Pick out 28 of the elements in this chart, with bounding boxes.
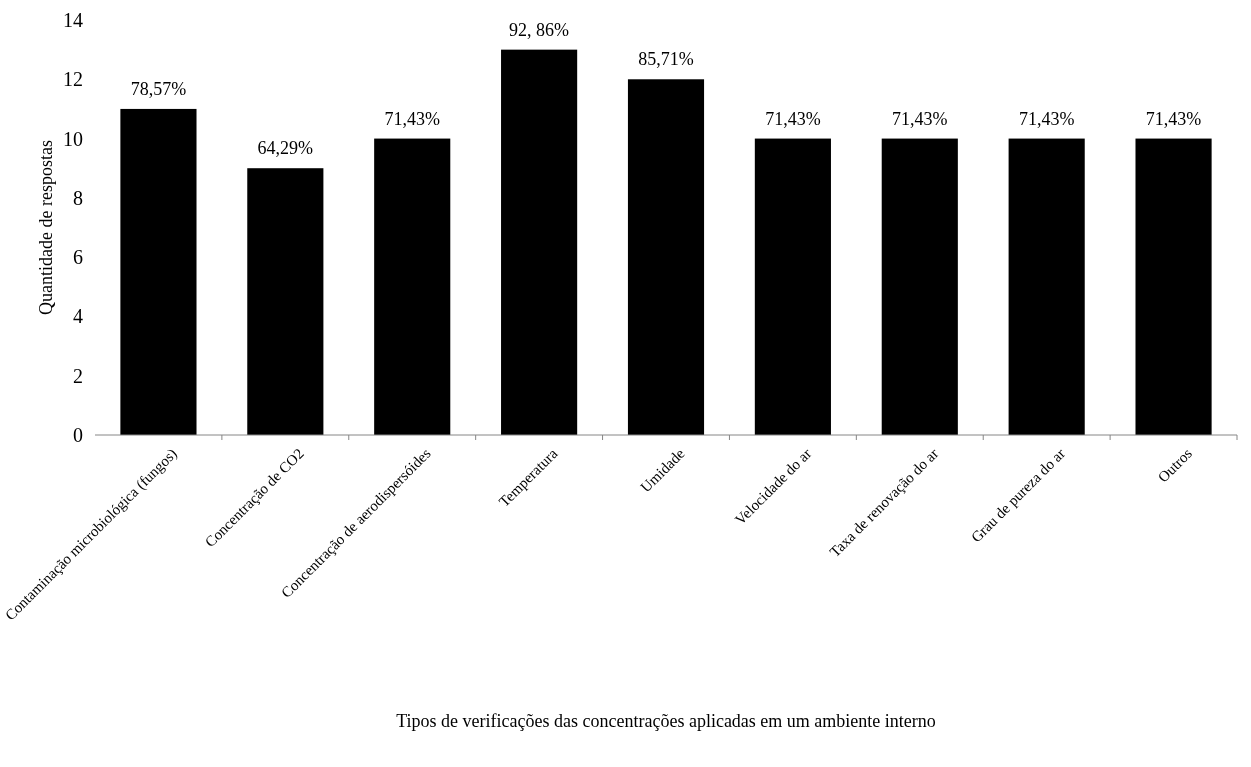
bar [627,79,705,435]
annotation: 92, 86% [509,19,570,40]
bar [120,108,197,435]
bar [247,168,324,435]
annotation: 85,71% [638,49,694,70]
y-axis-title: Quantidade de respostas [36,140,56,315]
bar [881,138,958,435]
annotation: 71,43% [1018,108,1075,129]
annotation: 64,29% [257,138,314,159]
bar [374,138,451,435]
annotation: 71,43% [765,108,821,129]
y-tick-label: 6 [73,246,83,269]
bar [1008,138,1085,435]
annotation: 78,57% [130,78,187,99]
bar [501,49,578,435]
y-tick-label: 2 [73,364,83,387]
y-tick-label: 10 [63,127,83,150]
annotation: 71,43% [892,108,948,129]
y-tick-label: 12 [63,68,83,91]
bar [754,138,831,435]
y-tick-label: 8 [73,186,83,209]
annotation: 71,43% [1145,108,1202,129]
bar [1135,138,1212,435]
y-tick-label: 4 [73,305,83,328]
annotation: 71,43% [384,108,440,129]
x-axis-title: Tipos de verificações das concentrações aplicadas em um ambiente interno [396,711,936,731]
y-tick-label: 14 [63,9,83,31]
y-tick-label: 0 [73,424,83,446]
